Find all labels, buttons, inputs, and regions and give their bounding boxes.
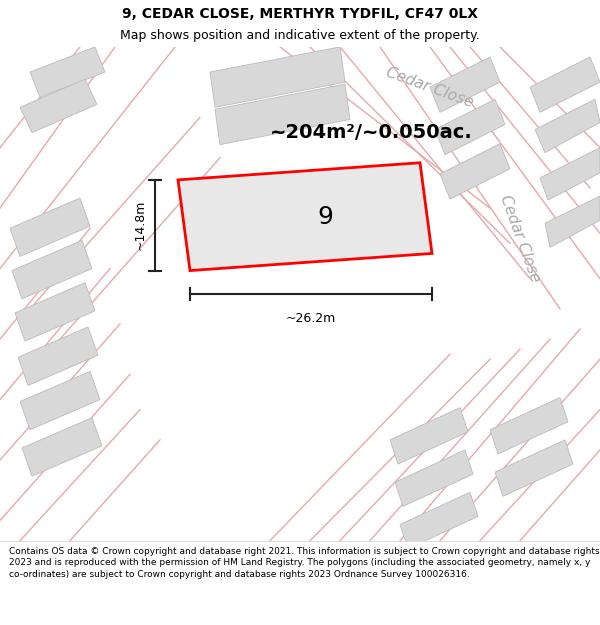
Polygon shape bbox=[178, 162, 432, 271]
Text: Cedar Close: Cedar Close bbox=[385, 64, 476, 110]
Polygon shape bbox=[15, 282, 95, 341]
Polygon shape bbox=[430, 57, 500, 112]
Polygon shape bbox=[215, 84, 350, 144]
Polygon shape bbox=[12, 241, 92, 299]
Polygon shape bbox=[530, 57, 600, 112]
Polygon shape bbox=[10, 198, 90, 256]
Polygon shape bbox=[210, 47, 345, 108]
Polygon shape bbox=[440, 144, 510, 199]
Polygon shape bbox=[20, 371, 100, 430]
Text: Contains OS data © Crown copyright and database right 2021. This information is : Contains OS data © Crown copyright and d… bbox=[9, 546, 599, 579]
Text: Cedar Close: Cedar Close bbox=[497, 192, 543, 284]
Polygon shape bbox=[20, 79, 97, 132]
Polygon shape bbox=[545, 196, 600, 248]
Polygon shape bbox=[540, 148, 600, 200]
Polygon shape bbox=[535, 99, 600, 152]
Polygon shape bbox=[490, 398, 568, 454]
Polygon shape bbox=[30, 47, 105, 98]
Text: ~14.8m: ~14.8m bbox=[134, 200, 147, 251]
Polygon shape bbox=[18, 327, 98, 386]
Polygon shape bbox=[22, 418, 102, 476]
Polygon shape bbox=[390, 408, 468, 464]
Polygon shape bbox=[395, 450, 473, 506]
Text: 9, CEDAR CLOSE, MERTHYR TYDFIL, CF47 0LX: 9, CEDAR CLOSE, MERTHYR TYDFIL, CF47 0LX bbox=[122, 7, 478, 21]
Text: 9: 9 bbox=[317, 204, 333, 229]
Text: ~26.2m: ~26.2m bbox=[286, 312, 336, 325]
Polygon shape bbox=[435, 99, 505, 155]
Polygon shape bbox=[400, 492, 478, 549]
Text: ~204m²/~0.050ac.: ~204m²/~0.050ac. bbox=[270, 123, 473, 142]
Polygon shape bbox=[495, 440, 573, 496]
Text: Map shows position and indicative extent of the property.: Map shows position and indicative extent… bbox=[120, 29, 480, 42]
